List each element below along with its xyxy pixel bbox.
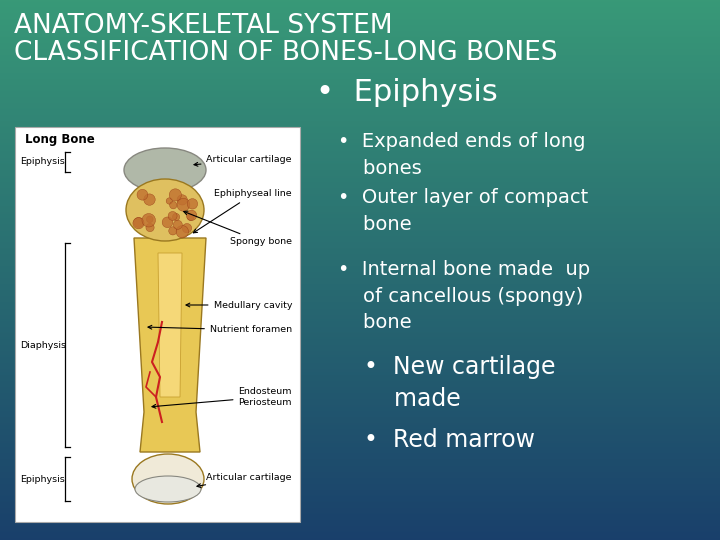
Circle shape — [169, 189, 181, 201]
Text: Long Bone: Long Bone — [25, 133, 95, 146]
Text: Spongy bone: Spongy bone — [184, 211, 292, 246]
Text: Ephiphyseal line: Ephiphyseal line — [194, 190, 292, 233]
Circle shape — [177, 198, 190, 211]
Text: Articular cartilage: Articular cartilage — [197, 472, 292, 488]
Circle shape — [186, 210, 197, 220]
Text: Endosteum
Periosteum: Endosteum Periosteum — [152, 387, 292, 408]
Ellipse shape — [132, 454, 204, 504]
Circle shape — [142, 213, 156, 227]
Ellipse shape — [135, 476, 201, 502]
Text: •  Internal bone made  up
    of cancellous (spongy)
    bone: • Internal bone made up of cancellous (s… — [338, 260, 590, 332]
Circle shape — [162, 217, 173, 228]
Text: •  Epiphysis: • Epiphysis — [316, 78, 498, 107]
FancyBboxPatch shape — [15, 127, 300, 522]
Text: Nutrient foramen: Nutrient foramen — [148, 325, 292, 334]
Circle shape — [133, 218, 144, 229]
Text: Articular cartilage: Articular cartilage — [194, 156, 292, 166]
Polygon shape — [158, 253, 182, 397]
Text: Medullary cavity: Medullary cavity — [186, 300, 292, 309]
Circle shape — [134, 218, 144, 227]
Text: •  New cartilage
    made: • New cartilage made — [364, 355, 556, 410]
Circle shape — [173, 213, 180, 221]
Text: •  Red marrow: • Red marrow — [364, 428, 535, 452]
Text: •  Outer layer of compact
    bone: • Outer layer of compact bone — [338, 188, 588, 233]
Circle shape — [170, 201, 177, 209]
Polygon shape — [134, 238, 206, 452]
Text: •  Expanded ends of long
    bones: • Expanded ends of long bones — [338, 132, 585, 178]
Circle shape — [137, 190, 148, 200]
Circle shape — [174, 220, 182, 230]
Circle shape — [182, 224, 192, 233]
Text: Epiphysis: Epiphysis — [20, 158, 65, 166]
Circle shape — [187, 214, 194, 220]
Circle shape — [146, 216, 153, 222]
Ellipse shape — [124, 148, 206, 192]
Circle shape — [168, 212, 177, 220]
Circle shape — [166, 198, 173, 204]
Text: Diaphysis: Diaphysis — [20, 341, 66, 349]
Circle shape — [146, 224, 154, 232]
Circle shape — [187, 199, 198, 209]
Text: Epiphysis: Epiphysis — [20, 475, 65, 483]
Circle shape — [144, 194, 156, 205]
Ellipse shape — [126, 179, 204, 241]
Circle shape — [168, 227, 177, 235]
Circle shape — [177, 195, 187, 205]
Text: ANATOMY-SKELETAL SYSTEM: ANATOMY-SKELETAL SYSTEM — [14, 13, 392, 39]
Circle shape — [176, 226, 189, 238]
Text: CLASSIFICATION OF BONES-LONG BONES: CLASSIFICATION OF BONES-LONG BONES — [14, 40, 557, 66]
